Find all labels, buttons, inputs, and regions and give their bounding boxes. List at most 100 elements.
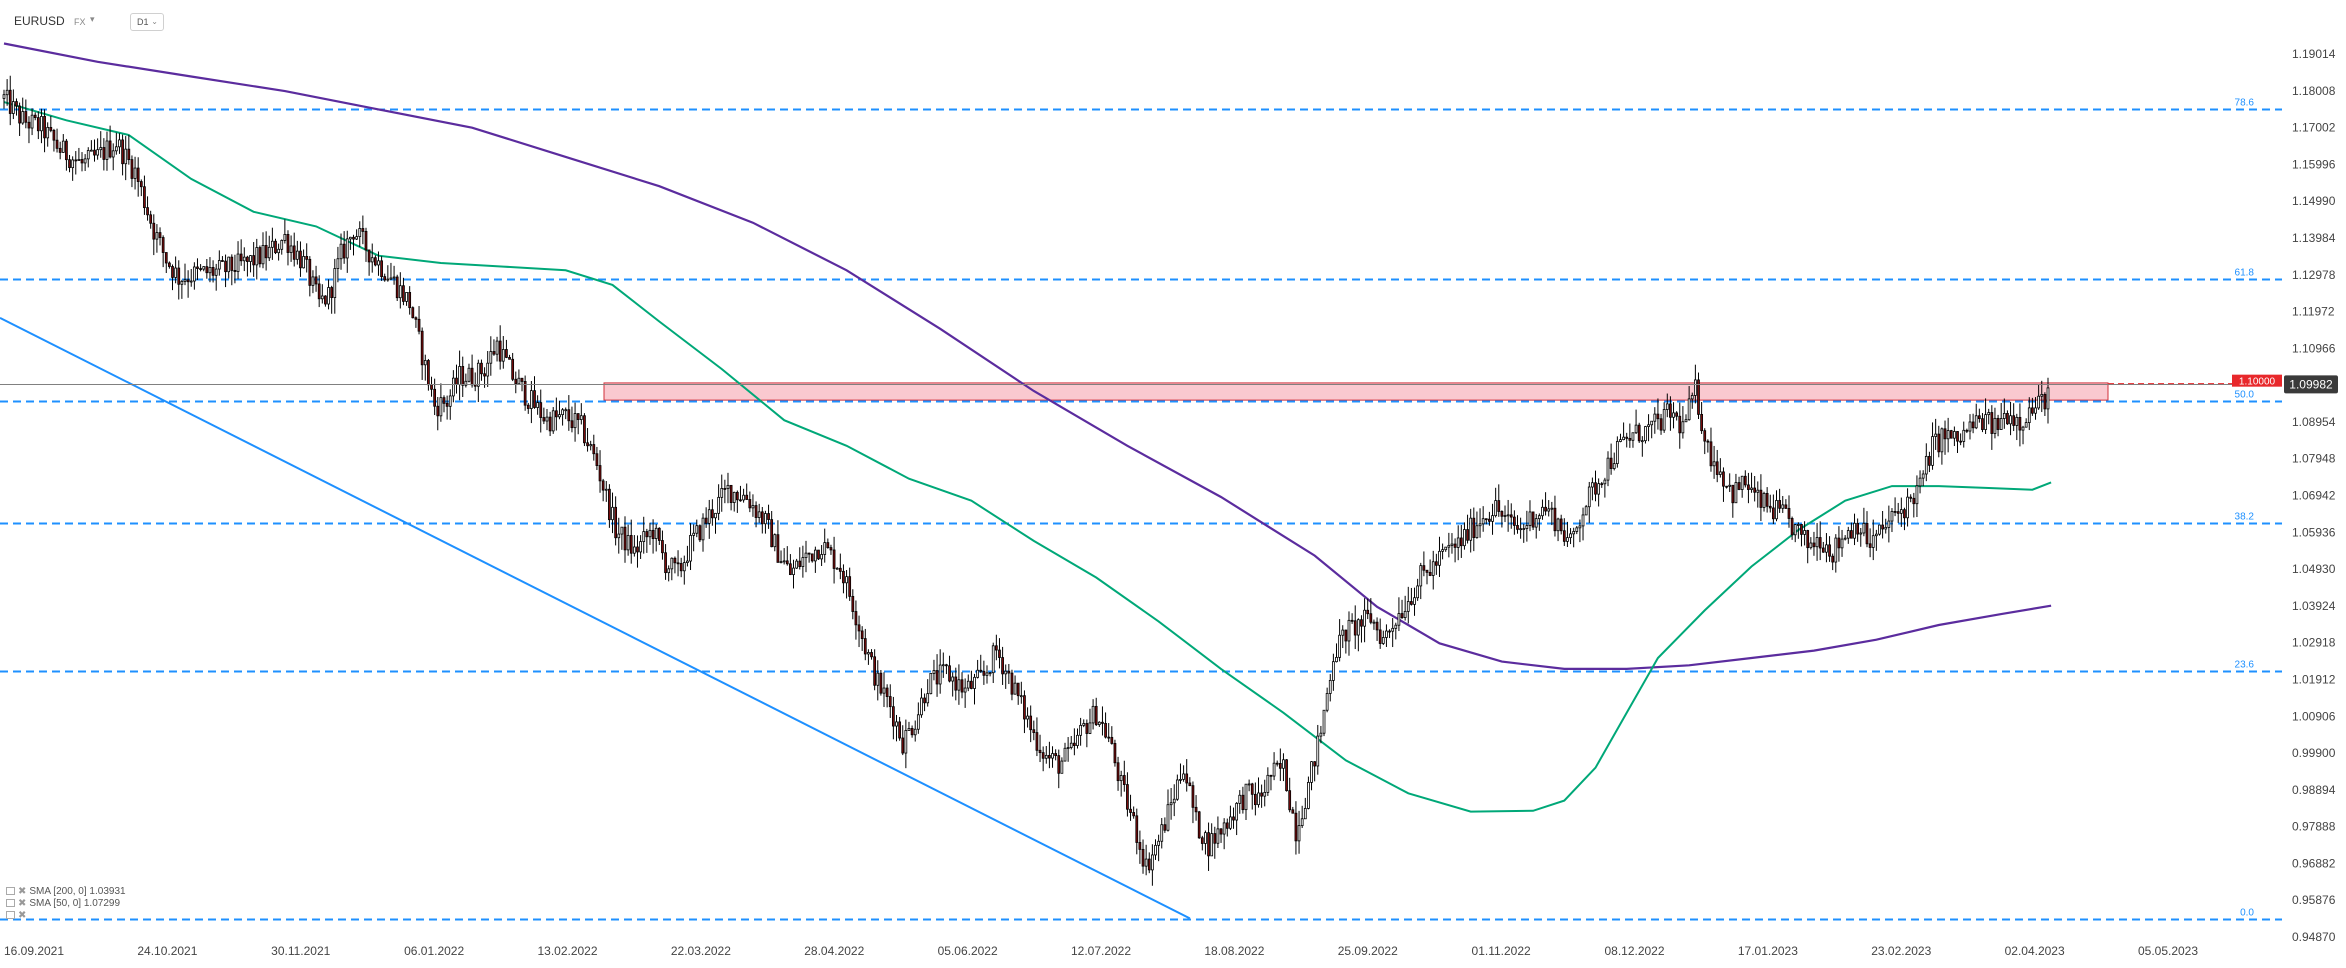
settings-icon[interactable] bbox=[6, 911, 15, 920]
candle bbox=[1946, 417, 1950, 453]
legend-row-sma200[interactable]: ✖ SMA [200, 0] 1.03931 bbox=[6, 886, 126, 898]
candle bbox=[2015, 413, 2019, 441]
candle bbox=[308, 256, 312, 297]
candle bbox=[430, 376, 433, 397]
candle bbox=[1659, 413, 1663, 435]
y-axis-tick-label: 1.11972 bbox=[2292, 305, 2335, 319]
candle bbox=[311, 270, 315, 294]
candle bbox=[242, 247, 246, 272]
y-axis-tick-label: 1.14990 bbox=[2292, 194, 2336, 208]
candle-body-down bbox=[1288, 790, 1292, 811]
candle-body-up bbox=[1282, 759, 1285, 769]
candle-body-down bbox=[177, 267, 181, 285]
symbol-dropdown-caret-icon[interactable]: ▾ bbox=[90, 14, 95, 24]
candle bbox=[1778, 488, 1781, 513]
timeframe-dropdown[interactable]: D1 ⌄ bbox=[130, 13, 164, 31]
candle bbox=[717, 484, 720, 521]
settings-icon[interactable] bbox=[6, 899, 15, 908]
candle-body-down bbox=[314, 276, 318, 285]
candle bbox=[1924, 443, 1928, 482]
candle-body-up bbox=[345, 238, 349, 259]
candle-body-up bbox=[1272, 762, 1276, 777]
candle bbox=[1213, 826, 1217, 859]
y-axis-tick-label: 1.19014 bbox=[2292, 47, 2336, 61]
candle bbox=[1310, 761, 1313, 791]
candle-body-up bbox=[1650, 420, 1654, 426]
candle-body-down bbox=[1959, 440, 1962, 443]
candle-body-down bbox=[948, 665, 951, 682]
legend-row-sma50[interactable]: ✖ SMA [50, 0] 1.07299 bbox=[6, 898, 126, 910]
fib-level-label: 50.0 bbox=[2235, 390, 2255, 401]
candle-body-up bbox=[779, 561, 783, 564]
candle-body-up bbox=[1581, 514, 1585, 527]
close-icon[interactable]: ✖ bbox=[18, 898, 27, 909]
candle-body-up bbox=[1974, 415, 1978, 429]
candle bbox=[1397, 597, 1401, 632]
candle-body-down bbox=[873, 656, 877, 686]
candle-body-down bbox=[1291, 809, 1295, 814]
candle-body-up bbox=[1450, 543, 1454, 546]
candle bbox=[255, 238, 259, 280]
x-axis-tick-label: 25.09.2022 bbox=[1338, 944, 1398, 958]
candle bbox=[2031, 397, 2034, 416]
candle bbox=[1197, 810, 1201, 839]
candle bbox=[24, 99, 28, 129]
market-label: FX bbox=[74, 17, 86, 27]
candle-body-down bbox=[1200, 837, 1204, 844]
candle-body-down bbox=[1313, 761, 1317, 767]
candle-body-down bbox=[1104, 723, 1107, 738]
candle bbox=[760, 506, 764, 534]
candle-body-up bbox=[1160, 824, 1164, 842]
close-icon[interactable]: ✖ bbox=[18, 910, 27, 921]
symbol-name[interactable]: EURUSD bbox=[14, 14, 65, 28]
candle-body-up bbox=[1541, 506, 1544, 517]
candle-body-up bbox=[1843, 537, 1847, 540]
candle bbox=[654, 524, 658, 552]
candle-body-up bbox=[1899, 509, 1903, 514]
candle bbox=[1703, 428, 1707, 455]
candle bbox=[505, 339, 508, 359]
candle bbox=[586, 428, 589, 452]
candle bbox=[851, 589, 855, 620]
candle bbox=[1812, 531, 1816, 556]
candle-body-down bbox=[1360, 619, 1363, 627]
candle-body-down bbox=[1778, 500, 1781, 509]
candle-body-up bbox=[439, 397, 443, 417]
candle bbox=[1366, 598, 1370, 620]
candle-body-down bbox=[1016, 682, 1020, 697]
candle bbox=[1862, 507, 1866, 537]
candle bbox=[261, 232, 265, 269]
candle-body-up bbox=[21, 111, 25, 124]
candle bbox=[1846, 526, 1850, 544]
candle bbox=[280, 239, 284, 255]
candle-body-up bbox=[932, 670, 936, 674]
candle-body-up bbox=[386, 278, 390, 281]
x-axis-tick-label: 05.05.2023 bbox=[2138, 944, 2198, 958]
candle bbox=[1912, 492, 1916, 518]
candle-body-down bbox=[608, 488, 611, 521]
candle-body-up bbox=[988, 672, 992, 675]
candle-body-up bbox=[1172, 798, 1176, 804]
candle-body-down bbox=[1956, 431, 1959, 442]
candle bbox=[46, 122, 50, 147]
candle bbox=[1097, 721, 1101, 727]
candle bbox=[80, 152, 84, 172]
candle-body-up bbox=[1257, 792, 1260, 806]
legend-row-trendline[interactable]: ✖ bbox=[6, 910, 126, 922]
candle-body-up bbox=[2037, 395, 2041, 409]
candle bbox=[892, 696, 895, 740]
close-icon[interactable]: ✖ bbox=[18, 886, 27, 897]
candle bbox=[1650, 420, 1654, 439]
candle-body-up bbox=[1356, 619, 1360, 636]
candle bbox=[898, 716, 901, 741]
candle bbox=[1993, 407, 1997, 439]
candle-body-up bbox=[1968, 421, 1972, 432]
candle-body-up bbox=[1419, 565, 1423, 587]
candle-body-up bbox=[358, 228, 362, 238]
candle-body-up bbox=[517, 377, 521, 385]
candle bbox=[1122, 760, 1126, 792]
candle-body-down bbox=[1425, 569, 1429, 573]
y-axis-tick-label: 1.01912 bbox=[2292, 672, 2336, 686]
settings-icon[interactable] bbox=[6, 887, 15, 896]
